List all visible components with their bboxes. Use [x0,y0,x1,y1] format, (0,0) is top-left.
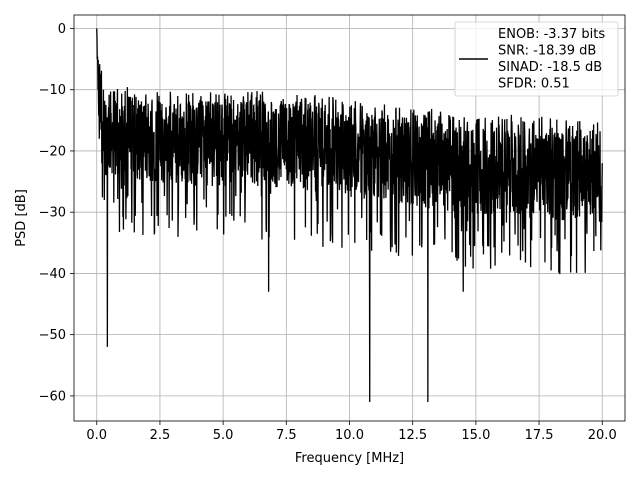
psd-series-line [96,28,603,403]
legend-line-text: ENOB: -3.37 bits [498,27,605,42]
x-tick-label: 20.0 [588,428,617,443]
y-tick-label: 0 [58,22,66,37]
y-tick-label: −60 [39,389,66,404]
y-tick-label: −40 [39,267,66,282]
y-tick-label: −20 [39,144,66,159]
legend-line-text: SINAD: -18.5 dB [498,60,602,75]
legend-label: ENOB: -3.37 bits SNR: -18.39 dB SINAD: -18… [498,27,605,92]
data-layer [96,28,603,403]
legend-box [454,21,619,97]
y-axis: 0 −10 −20 −30 −40 −50 −60 [39,22,74,404]
y-axis-label: PSD [dB] [14,189,29,247]
x-tick-label: 0.0 [86,428,107,443]
x-tick-label: 10.0 [335,428,364,443]
y-tick-label: −10 [39,83,66,98]
x-tick-label: 15.0 [461,428,490,443]
x-tick-label: 17.5 [525,428,554,443]
x-tick-label: 5.0 [213,428,234,443]
legend: ENOB: -3.37 bits SNR: -18.39 dB SINAD: -18… [454,21,619,97]
x-tick-label: 2.5 [150,428,171,443]
x-tick-label: 12.5 [398,428,427,443]
y-tick-label: −50 [39,328,66,343]
x-axis-label: Frequency [MHz] [295,451,404,466]
x-axis: 0.0 2.5 5.0 7.5 10.0 12.5 15.0 17.5 20.0 [86,421,617,443]
legend-line-text: SFDR: 0.51 [498,77,570,92]
x-tick-label: 7.5 [276,428,297,443]
y-tick-label: −30 [39,206,66,221]
legend-line-text: SNR: -18.39 dB [498,44,596,59]
